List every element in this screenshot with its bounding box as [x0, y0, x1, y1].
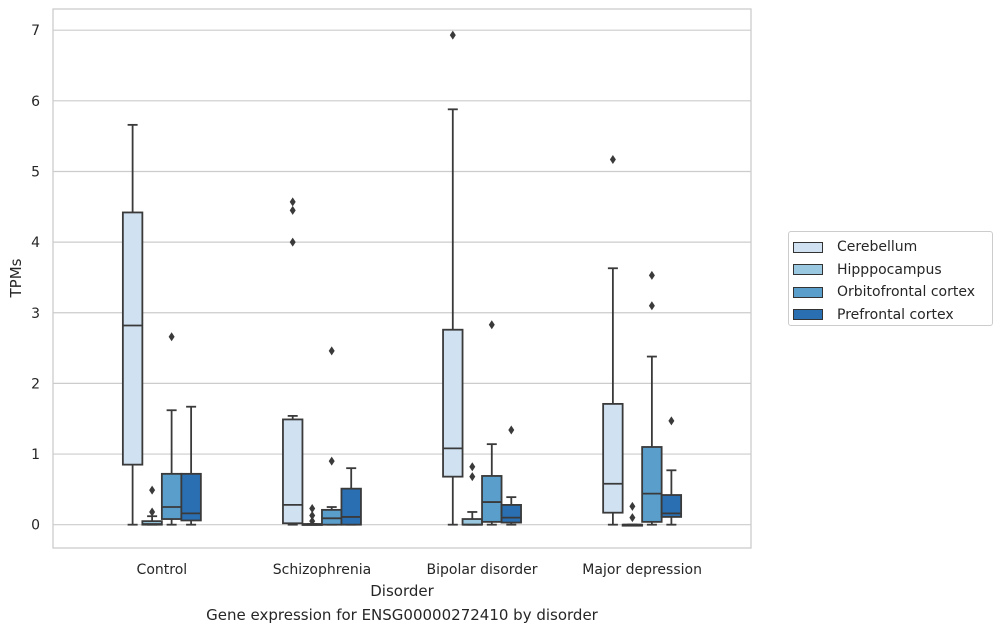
box-orbitofrontal-cortex	[160, 332, 183, 526]
legend-swatch	[793, 264, 823, 276]
box-cerebellum	[121, 123, 144, 526]
box-prefrontal-cortex	[180, 405, 202, 526]
box-iqr	[282, 418, 304, 525]
chart-legend: Cerebellum Hipppocampus Orbitofrontal cort…	[788, 231, 993, 326]
y-axis-label: TPMs	[7, 258, 25, 298]
outlier-point	[648, 270, 655, 280]
box-hipppocampus	[461, 462, 483, 526]
box-orbitofrontal-cortex	[321, 346, 343, 526]
box-plot-series	[121, 30, 683, 527]
outlier-point	[629, 501, 636, 511]
outlier-point	[289, 197, 296, 207]
chart-caption: Gene expression for ENSG00000272410 by d…	[206, 606, 598, 624]
outlier-point	[309, 503, 316, 513]
outlier-point	[629, 513, 636, 523]
outlier-point	[149, 485, 156, 495]
outlier-point	[449, 30, 456, 40]
box-iqr	[160, 472, 183, 520]
box-hipppocampus	[621, 501, 644, 527]
x-tick-label: Major depression	[582, 562, 702, 578]
box-iqr	[602, 402, 624, 514]
legend-swatch	[793, 241, 823, 253]
box-cerebellum	[602, 154, 624, 526]
y-tick-label: 6	[31, 94, 40, 110]
box-hipppocampus	[301, 503, 323, 526]
x-axis-label: Disorder	[370, 582, 434, 600]
box-prefrontal-cortex	[500, 425, 522, 526]
legend-label: Cerebellum	[837, 239, 918, 256]
box-iqr	[442, 328, 464, 478]
outlier-point	[149, 507, 156, 517]
y-tick-label: 7	[31, 23, 40, 39]
box-iqr	[481, 475, 503, 523]
legend-item: Hipppocampus	[793, 259, 992, 282]
y-tick-labels: 0 1 2 3 4 5 6 7	[31, 23, 40, 533]
legend-label: Prefrontal cortex	[837, 306, 954, 323]
y-tick-label: 1	[31, 447, 40, 463]
box-iqr	[660, 494, 683, 518]
legend-label: Hipppocampus	[837, 261, 942, 278]
legend-item: Orbitofrontal cortex	[793, 281, 992, 304]
box-prefrontal-cortex	[340, 467, 362, 526]
legend-item: Prefrontal cortex	[793, 304, 992, 327]
box-cerebellum	[282, 197, 304, 526]
box-hipppocampus	[141, 485, 163, 526]
legend-label: Orbitofrontal cortex	[837, 284, 975, 301]
x-tick-label: Control	[137, 562, 188, 578]
outlier-point	[508, 425, 515, 435]
box-iqr	[121, 211, 144, 466]
y-tick-label: 3	[31, 306, 40, 322]
box-iqr	[500, 504, 522, 524]
outlier-point	[309, 511, 316, 521]
outlier-point	[328, 346, 335, 356]
outlier-point	[289, 205, 296, 215]
box-cerebellum	[442, 30, 464, 526]
x-tick-label: Schizophrenia	[273, 562, 371, 578]
outlier-point	[668, 416, 675, 426]
legend-swatch	[793, 286, 823, 298]
outlier-point	[609, 154, 616, 164]
grid-lines	[53, 29, 751, 526]
outlier-point	[488, 320, 495, 330]
box-prefrontal-cortex	[660, 416, 683, 526]
box-orbitofrontal-cortex	[481, 320, 503, 526]
outlier-point	[309, 516, 316, 526]
x-tick-labels: Control Schizophrenia Bipolar disorder Majo…	[137, 562, 702, 578]
y-tick-label: 2	[31, 376, 40, 392]
box-iqr	[180, 472, 202, 522]
box-iqr	[641, 446, 663, 523]
outlier-point	[648, 301, 655, 311]
plot-frame	[52, 8, 752, 549]
legend-swatch	[793, 309, 823, 321]
y-tick-label: 5	[31, 164, 40, 180]
box-orbitofrontal-cortex	[641, 270, 663, 526]
outlier-point	[469, 462, 476, 472]
y-tick-label: 0	[31, 518, 40, 534]
box-iqr	[340, 487, 362, 526]
x-tick-label: Bipolar disorder	[427, 562, 538, 578]
outlier-point	[289, 237, 296, 247]
y-tick-label: 4	[31, 235, 40, 251]
outlier-point	[168, 332, 175, 342]
legend-item: Cerebellum	[793, 236, 992, 259]
outlier-point	[328, 456, 335, 466]
outlier-point	[469, 472, 476, 482]
box-iqr	[321, 508, 343, 526]
